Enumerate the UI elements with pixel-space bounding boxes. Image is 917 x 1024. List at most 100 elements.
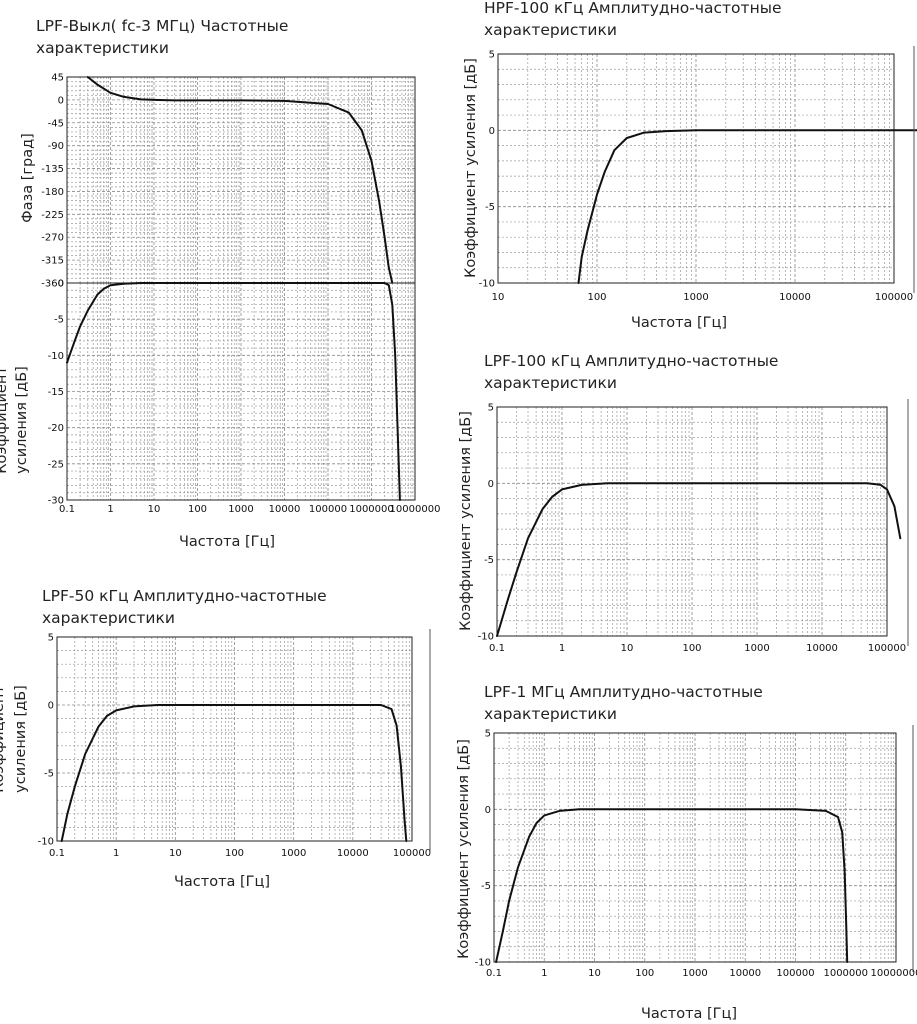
x-tick-label: 1000 [228,504,253,515]
series-line [86,76,394,284]
y-tick-label: -5 [485,202,495,213]
x-axis-label: Частота [Гц] [631,315,727,331]
series-line [60,704,408,842]
grid-major [67,77,415,283]
y-tick-label: 0 [485,805,491,816]
x-tick-label: 10000 [806,643,838,654]
y-tick-label: -15 [48,387,64,398]
x-tick-label: 1000 [281,848,306,859]
chart-title-line: LPF-1 МГц Амплитудно-частотные [484,683,763,701]
y-axis-label: Фаза [град] [20,133,36,223]
y-tick-label: -10 [38,837,54,848]
x-tick-label: 1 [113,848,119,859]
y-tick-label: -180 [41,187,64,198]
x-tick-label: 10000 [337,848,369,859]
x-tick-label: 1 [559,643,565,654]
plot-frame [497,53,895,284]
x-tick-label: 10 [492,292,505,303]
y-tick-label: -270 [41,233,64,244]
x-axis-label: Частота [Гц] [174,874,270,890]
y-tick-label: -315 [41,256,64,267]
x-tick-label: 100 [225,848,244,859]
grid-major [494,733,896,962]
chart-title-line: характеристики [42,609,175,627]
x-axis-label: Частота [Гц] [641,1006,737,1022]
chart-title-line: HPF-100 кГц Амплитудно-частотные [484,0,782,17]
y-axis-label: Коэффициент усиления [дБ] [463,58,479,278]
x-tick-label: 10 [621,643,634,654]
x-tick-label: 10000000 [390,504,441,515]
x-tick-label: 1000 [744,643,769,654]
x-tick-label: 100000 [875,292,913,303]
x-tick-label: 1000 [683,292,708,303]
y-tick-label: -25 [48,459,64,470]
chart-title-lpf-50k: LPF-50 кГц Амплитудно-частотные характер… [42,585,327,629]
chart-title-lpf-off: LPF-Выкл( fc-3 МГц) Частотные характерис… [36,15,288,59]
x-tick-label: 10000 [779,292,811,303]
y-axis-label: усиления [дБ] [14,366,30,474]
chart-title-line: характеристики [484,374,617,392]
x-tick-label: 0.1 [489,643,505,654]
plot-panel: 5 0 -5 -10 Коэффициент усиления [дБ] [0,633,413,848]
x-tick-label: 100 [587,292,606,303]
chart-title-line: характеристики [484,705,617,723]
x-tick-label: 0.1 [59,504,75,515]
x-axis-label: Частота [Гц] [179,534,275,550]
y-tick-label: 0 [489,126,495,137]
y-tick-label: -360 [41,279,64,290]
x-tick-label: 100 [682,643,701,654]
chart-title-line: характеристики [484,21,617,39]
x-tick-label: 1000000 [349,504,394,515]
grid-minor [494,733,896,962]
y-tick-label: 0 [58,279,64,290]
x-tick-label: 10000 [729,968,761,979]
series-line [577,129,917,284]
plot-frame [496,406,888,637]
y-tick-label: 5 [488,403,494,414]
y-axis-label: усиления [дБ] [13,685,29,793]
x-tick-label: 1000 [682,968,707,979]
x-tick-label: 100000 [868,643,906,654]
y-tick-label: -20 [48,423,64,434]
plot-frame [493,732,897,963]
chart-title-line: LPF-50 кГц Амплитудно-частотные [42,587,327,605]
y-tick-label: 0 [488,479,494,490]
y-tick-label: -10 [478,632,494,643]
x-tick-label: 0.1 [486,968,502,979]
x-tick-label: 100000 [776,968,814,979]
chart-title-line: LPF-Выкл( fc-3 МГц) Частотные [36,17,289,35]
y-tick-label: -10 [475,958,491,969]
x-tick-label: 10 [148,504,161,515]
y-tick-label: 0 [48,701,54,712]
y-tick-label: -5 [54,315,64,326]
x-tick-label: 10000000 [871,968,917,979]
y-tick-label: -225 [41,210,64,221]
y-tick-label: -5 [484,555,494,566]
plot-panel: 0 -5 -10 -15 -20 -25 -30 Коэффициент усиления [д… [0,279,416,507]
x-tick-label: 100000 [393,848,431,859]
x-tick-label: 10000 [269,504,301,515]
y-tick-label: 45 [51,73,64,84]
y-tick-label: -45 [48,118,64,129]
chart-title-line: характеристики [36,39,169,57]
grid-major [67,283,415,500]
y-tick-label: -5 [44,769,54,780]
plot-frame [56,636,413,842]
y-tick-label: -135 [41,164,64,175]
series-line [496,482,902,637]
x-tick-label: 100 [635,968,654,979]
series-line [66,282,401,501]
y-tick-label: 0 [58,95,64,106]
y-axis-label: Коэффициент [0,685,7,793]
y-tick-label: -30 [48,496,64,507]
x-tick-label: 100000 [309,504,347,515]
series-line [495,808,849,963]
chart-title-lpf-100k: LPF-100 кГц Амплитудно-частотные характе… [484,350,778,394]
x-tick-label: 1 [541,968,547,979]
x-tick-label: 10 [169,848,182,859]
